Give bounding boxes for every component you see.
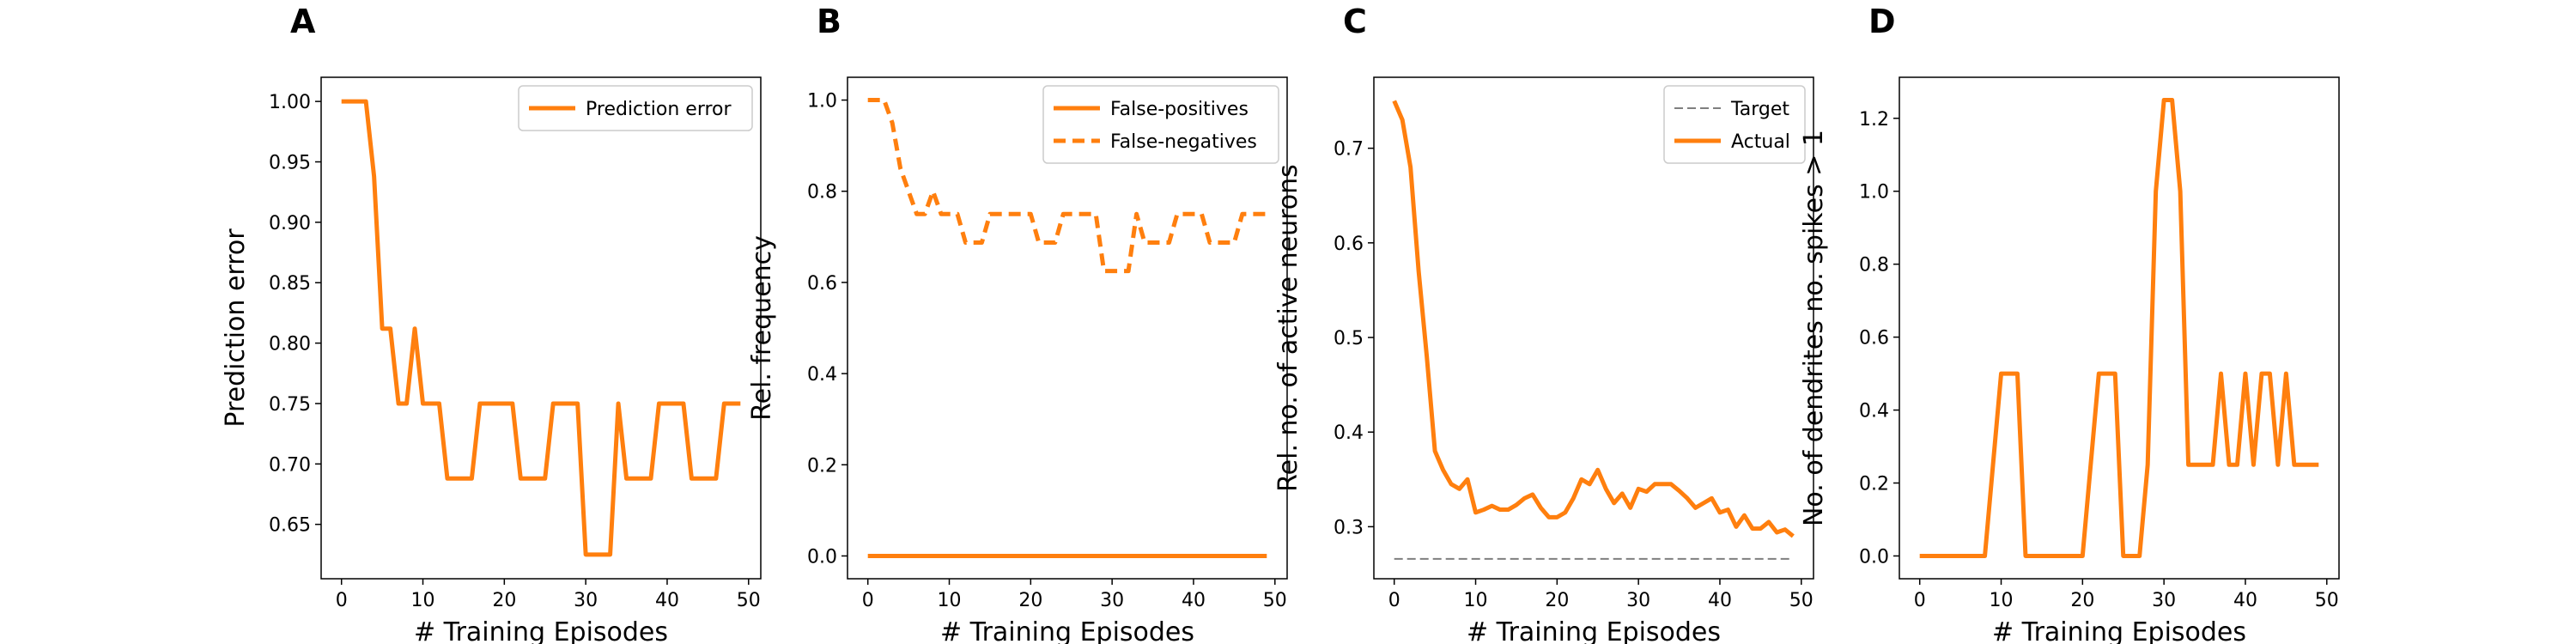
- panel-b: B 0 10 20 30 40 50 0.0 0.2 0.4 0.6 0.8 1.0 # Training…: [747, 3, 1288, 644]
- legend-box: [1042, 85, 1279, 164]
- y-tick-label: 0.70: [269, 454, 311, 476]
- y-tick-label: 0.6: [1859, 328, 1889, 349]
- y-tick-label: 0.6: [807, 273, 837, 295]
- legend-label: False-negatives: [1110, 131, 1257, 153]
- series-line: [1919, 98, 2319, 558]
- y-tick-label: 0.0: [807, 546, 837, 568]
- y-axis-label: Rel. no. of active neurons: [1273, 164, 1303, 492]
- x-tick-label: 0: [862, 590, 874, 611]
- y-axis-label: Prediction error: [221, 228, 251, 428]
- panel-letter: D: [1868, 3, 1896, 40]
- y-tick-label: 0.90: [269, 213, 311, 234]
- x-tick-label: 30: [1626, 590, 1650, 611]
- x-axis-label: # Training Episodes: [940, 617, 1194, 644]
- y-tick-label: 0.75: [269, 394, 311, 416]
- plot-frame: [320, 76, 762, 580]
- x-tick-label: 40: [1182, 590, 1206, 611]
- y-tick-label: 0.8: [1859, 255, 1889, 276]
- y-tick-label: 0.80: [269, 334, 311, 355]
- x-axis-label: # Training Episodes: [414, 617, 668, 644]
- y-tick-label: 0.4: [807, 364, 837, 386]
- x-tick-label: 30: [574, 590, 598, 611]
- y-tick-label: 0.0: [1859, 546, 1889, 568]
- legend-box: [518, 85, 753, 131]
- y-tick-label: 0.3: [1334, 517, 1364, 538]
- x-tick-label: 0: [1914, 590, 1926, 611]
- y-tick-label: 0.8: [807, 182, 837, 204]
- series-line-prediction-error: [341, 99, 741, 557]
- x-tick-label: 10: [1464, 590, 1488, 611]
- plot-frame: [1373, 76, 1814, 580]
- y-tick-label: 0.65: [269, 515, 311, 537]
- y-tick-label: 0.7: [1334, 139, 1364, 161]
- legend-label: Prediction error: [586, 99, 732, 120]
- x-axis-label: # Training Episodes: [1467, 617, 1721, 644]
- y-tick-label: 0.5: [1334, 328, 1364, 349]
- y-tick-label: 0.2: [1859, 474, 1889, 495]
- series-line-false-negatives: [867, 98, 1267, 274]
- x-tick-label: 50: [1789, 590, 1814, 611]
- x-tick-label: 40: [2233, 590, 2257, 611]
- y-tick-label: 1.0: [807, 91, 837, 112]
- panel-c: C 0 10 20 30 40 50 0.3 0.4 0.5 0.6 0.7 # Training Ep…: [1273, 3, 1814, 644]
- legend-label: False-positives: [1110, 99, 1249, 120]
- y-tick-label: 0.6: [1334, 234, 1364, 255]
- x-tick-label: 50: [2315, 590, 2339, 611]
- x-tick-label: 10: [411, 590, 435, 611]
- x-tick-label: 10: [1990, 590, 2014, 611]
- x-tick-label: 0: [1388, 590, 1400, 611]
- x-tick-label: 40: [655, 590, 679, 611]
- x-tick-label: 20: [492, 590, 516, 611]
- series-line-actual: [1392, 100, 1795, 538]
- panel-a: A 0 10 20 30 40 50 0.65 0.70 0.75 0.80 0.85 0.90 0.95…: [221, 3, 762, 644]
- x-tick-label: 30: [2152, 590, 2176, 611]
- y-axis-label: No. of dendrites no. spikes > 1: [1799, 130, 1829, 526]
- y-tick-label: 0.4: [1859, 401, 1889, 422]
- legend: Prediction error: [518, 85, 753, 131]
- y-tick-label: 0.85: [269, 273, 311, 295]
- legend: False-positives False-negatives: [1042, 85, 1279, 164]
- y-tick-label: 1.00: [269, 92, 311, 113]
- panel-d: D 0 10 20 30 40 50 0.0 0.2 0.4 0.6 0.8 1.0 1.2 # Train…: [1799, 3, 2340, 644]
- legend-label: Actual: [1731, 131, 1790, 153]
- plot-frame: [1899, 76, 2340, 580]
- x-axis-label: # Training Episodes: [1992, 617, 2246, 644]
- y-tick-label: 0.2: [807, 455, 837, 477]
- x-tick-label: 20: [2070, 590, 2094, 611]
- plot-frame: [847, 76, 1288, 580]
- y-tick-label: 0.4: [1334, 422, 1364, 444]
- x-tick-label: 20: [1018, 590, 1042, 611]
- y-axis-label: Rel. frequency: [747, 235, 777, 421]
- x-tick-label: 10: [938, 590, 962, 611]
- y-tick-label: 1.0: [1859, 182, 1889, 204]
- x-tick-label: 30: [1100, 590, 1124, 611]
- x-tick-label: 20: [1545, 590, 1569, 611]
- legend: Target Actual: [1663, 85, 1806, 164]
- x-tick-label: 0: [336, 590, 348, 611]
- panel-letter: A: [290, 3, 316, 40]
- x-tick-label: 50: [737, 590, 761, 611]
- legend-label: Target: [1730, 99, 1789, 120]
- y-tick-label: 0.95: [269, 153, 311, 174]
- legend-box: [1663, 85, 1806, 164]
- x-tick-label: 50: [1263, 590, 1287, 611]
- panel-letter: B: [817, 3, 841, 40]
- x-tick-label: 40: [1708, 590, 1732, 611]
- y-tick-label: 1.2: [1859, 109, 1889, 131]
- panel-letter: C: [1343, 3, 1367, 40]
